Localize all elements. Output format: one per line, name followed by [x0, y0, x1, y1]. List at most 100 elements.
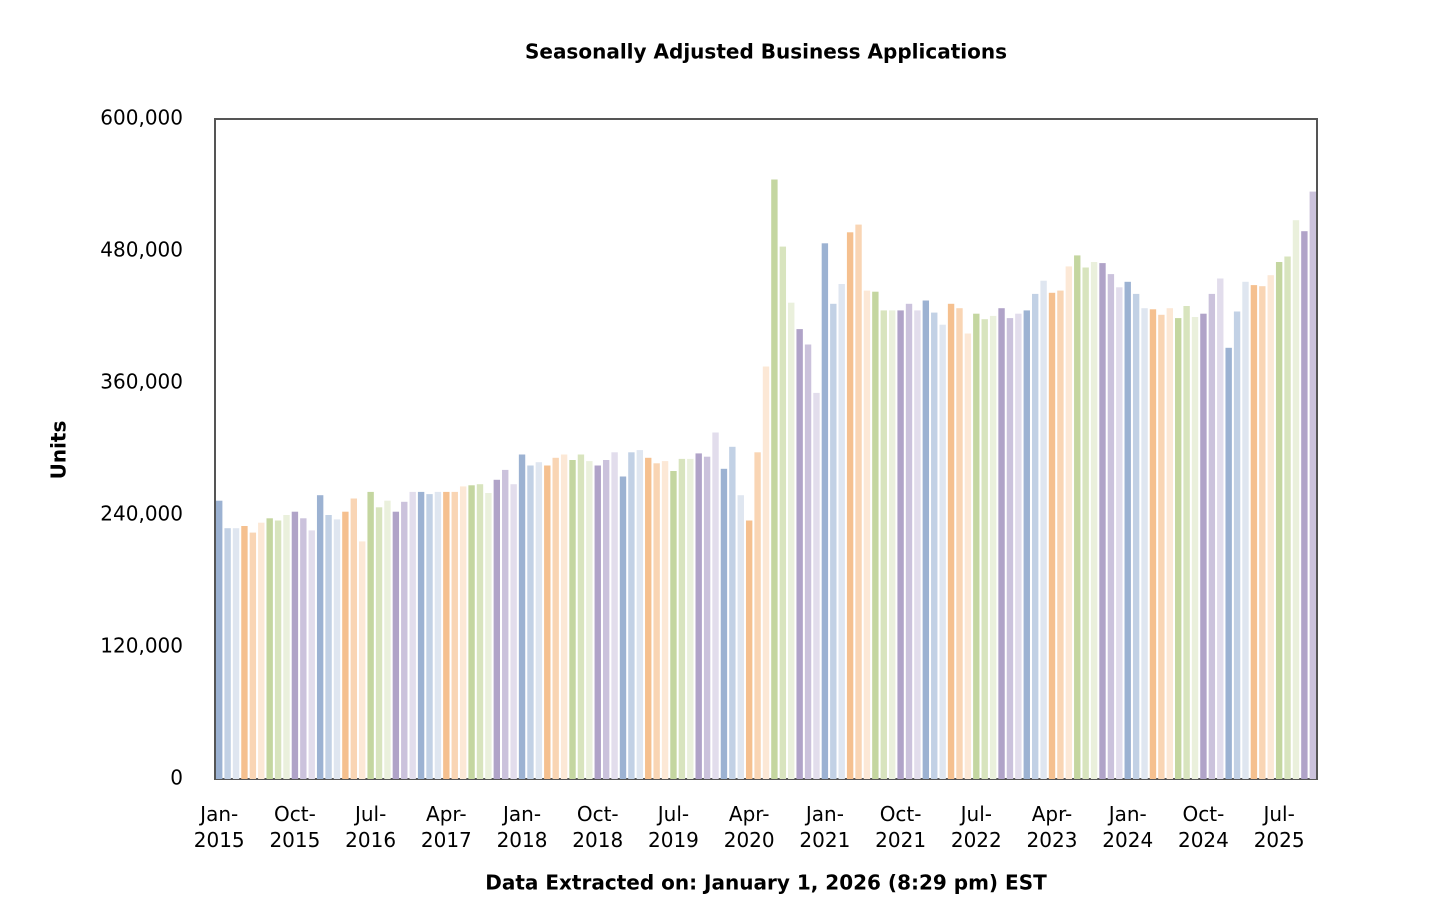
bar: [745, 520, 753, 779]
bar: [493, 479, 501, 779]
bar: [863, 290, 871, 779]
bar: [1124, 281, 1131, 779]
bar: [678, 458, 686, 779]
bar: [905, 303, 913, 779]
x-tick-label: Jul-2019: [648, 802, 699, 852]
bar: [931, 312, 938, 779]
bar: [417, 491, 425, 779]
bar: [426, 494, 433, 779]
bar: [1200, 313, 1207, 779]
bar: [333, 519, 341, 779]
bar: [249, 532, 257, 779]
bar: [1284, 256, 1291, 779]
bar: [645, 457, 652, 779]
bar: [720, 468, 728, 779]
bar: [1208, 293, 1216, 779]
bar: [300, 518, 307, 779]
bar: [602, 460, 610, 779]
x-tick-label: Jul-2022: [951, 802, 1002, 852]
bar: [308, 530, 315, 779]
bar: [274, 520, 282, 779]
bar: [981, 319, 988, 779]
bar: [1065, 266, 1073, 779]
bar: [880, 310, 887, 779]
bar: [804, 344, 812, 779]
bar: [443, 491, 450, 779]
bar: [703, 456, 711, 779]
bar: [838, 284, 845, 779]
bar: [544, 465, 551, 779]
bar: [535, 462, 543, 779]
bar: [1259, 286, 1266, 779]
bar: [788, 302, 795, 779]
bar: [451, 491, 458, 779]
bar: [830, 303, 837, 779]
bar: [1048, 292, 1056, 779]
bar: [872, 291, 879, 779]
x-tick-label: Oct-2015: [269, 802, 320, 852]
footer: Data Extracted on: January 1, 2026 (8:29…: [485, 871, 1047, 895]
bar: [342, 511, 349, 779]
bar: [771, 179, 778, 779]
bar: [510, 484, 517, 779]
x-tick-label: Jul-2025: [1254, 802, 1305, 852]
bar: [619, 476, 627, 779]
bar: [947, 303, 955, 779]
bar: [367, 491, 374, 779]
bar: [729, 446, 736, 779]
bar: [636, 450, 644, 779]
bar: [1040, 280, 1047, 779]
bar: [258, 522, 265, 779]
bar: [1225, 347, 1232, 779]
y-tick-label: 360,000: [100, 370, 183, 394]
bar: [998, 308, 1005, 779]
bar: [577, 454, 585, 779]
bar: [964, 333, 972, 779]
bar: [611, 452, 618, 779]
bar: [291, 511, 299, 779]
bar: [459, 486, 467, 779]
bar: [1233, 311, 1241, 779]
bar: [1141, 308, 1148, 779]
bar: [224, 528, 231, 779]
x-tick-label: Apr-2017: [421, 802, 472, 852]
bar: [973, 313, 980, 779]
x-tick-label: Oct-2024: [1178, 802, 1229, 852]
bar: [670, 471, 677, 779]
bar: [914, 310, 921, 779]
y-tick-label: 600,000: [100, 106, 183, 130]
y-axis-label: Units: [47, 421, 71, 480]
y-tick-label: 120,000: [100, 634, 183, 658]
y-tick-label: 480,000: [100, 238, 183, 262]
bar: [661, 461, 669, 779]
bar: [232, 528, 240, 779]
bar: [1057, 290, 1064, 779]
bar: [888, 310, 896, 779]
bar: [1292, 220, 1300, 779]
bar: [594, 465, 601, 779]
bar: [1217, 278, 1224, 779]
bar: [266, 518, 273, 779]
bar: [216, 500, 223, 779]
bar: [821, 243, 829, 780]
bar: [1132, 293, 1140, 779]
bar: [1074, 255, 1081, 779]
bar: [855, 224, 862, 780]
bar: [485, 493, 492, 779]
bar: [897, 310, 904, 779]
bar: [695, 453, 702, 779]
bar: [560, 454, 568, 779]
bar: [586, 461, 593, 779]
bar: [476, 484, 484, 779]
bar: [1267, 275, 1274, 779]
bar: [241, 526, 248, 779]
bar: [1250, 285, 1258, 779]
x-tick-label: Oct-2018: [572, 802, 623, 852]
x-tick-label: Jan-2018: [497, 802, 548, 852]
bar: [1158, 314, 1165, 779]
bar: [628, 452, 635, 779]
bar: [796, 329, 803, 779]
bar: [687, 458, 694, 779]
bar: [518, 454, 526, 779]
bar: [569, 460, 576, 779]
